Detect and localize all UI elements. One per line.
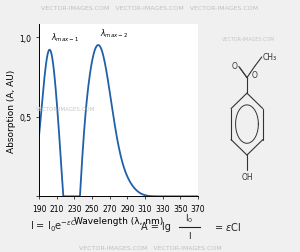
- X-axis label: Wavelength (λ, nm): Wavelength (λ, nm): [74, 216, 163, 225]
- Y-axis label: Absorption (A, AU): Absorption (A, AU): [8, 69, 16, 152]
- Text: I$_0$: I$_0$: [185, 211, 193, 224]
- Text: I: I: [188, 231, 190, 240]
- Text: O: O: [232, 62, 238, 71]
- Text: VECTOR-IMAGES.COM: VECTOR-IMAGES.COM: [36, 107, 95, 112]
- Text: VECTOR-IMAGES.COM   VECTOR-IMAGES.COM   VECTOR-IMAGES.COM: VECTOR-IMAGES.COM VECTOR-IMAGES.COM VECT…: [41, 6, 259, 11]
- Text: VECTOR-IMAGES.COM   VECTOR-IMAGES.COM: VECTOR-IMAGES.COM VECTOR-IMAGES.COM: [79, 245, 221, 250]
- Text: CH₃: CH₃: [263, 53, 277, 62]
- Text: O: O: [252, 71, 257, 80]
- Text: A = lg: A = lg: [141, 221, 171, 231]
- Text: OH: OH: [241, 173, 253, 181]
- Text: $\lambda_{max-1}$: $\lambda_{max-1}$: [51, 32, 79, 44]
- Text: $\lambda_{max-2}$: $\lambda_{max-2}$: [100, 27, 128, 40]
- Text: = $\varepsilon$Cl: = $\varepsilon$Cl: [214, 220, 242, 232]
- Text: VECTOR-IMAGES.COM: VECTOR-IMAGES.COM: [222, 37, 276, 41]
- Text: I = I$_0$e$^{-\varepsilon Cl}$: I = I$_0$e$^{-\varepsilon Cl}$: [29, 218, 79, 233]
